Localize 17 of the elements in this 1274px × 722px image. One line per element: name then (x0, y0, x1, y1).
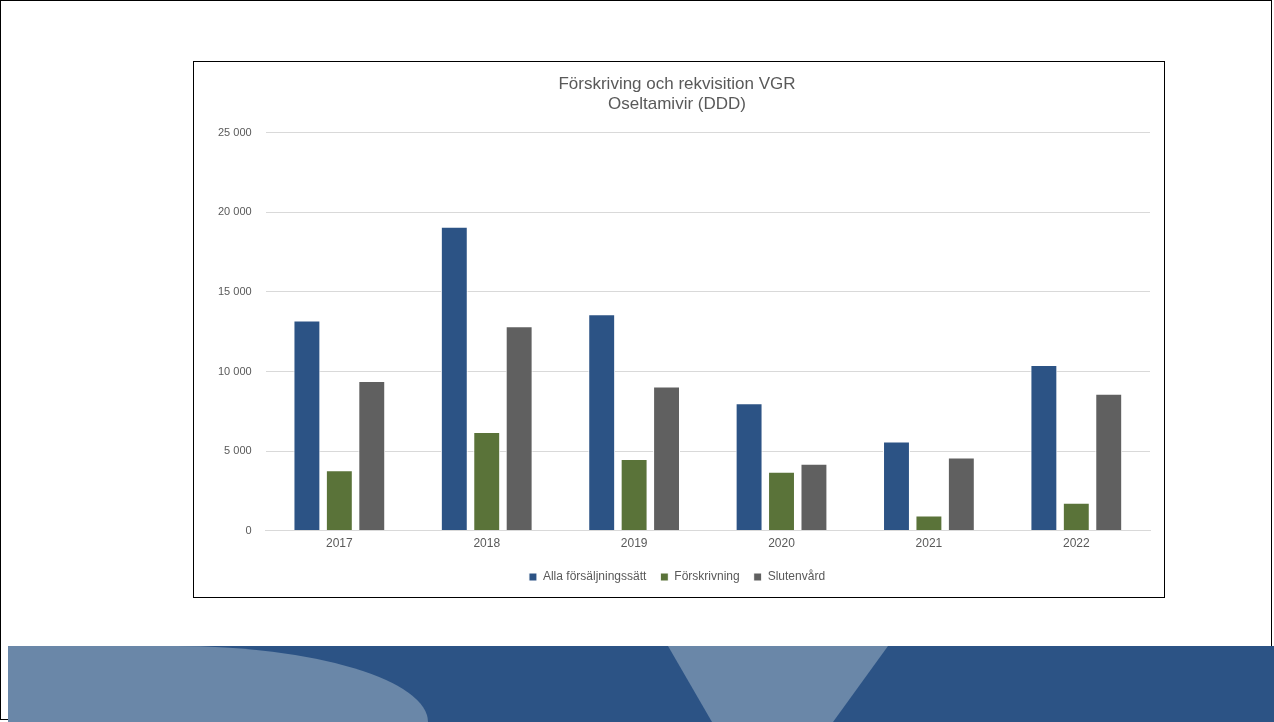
x-tick-label: 2020 (768, 536, 796, 551)
y-tick-label: 5 000 (224, 444, 252, 457)
y-tick-label: 25 000 (217, 125, 252, 138)
legend-label: Förskrivning (674, 569, 740, 584)
x-tick-label: 2019 (620, 536, 648, 551)
x-tick-label: 2018 (473, 536, 501, 551)
x-tick-label: 2022 (1062, 536, 1090, 551)
y-tick-label: 20 000 (217, 205, 252, 218)
y-tick-label: 15 000 (217, 284, 252, 297)
chart-title: Förskriving och rekvisition VGR (558, 73, 796, 93)
y-tick-label: 0 (245, 523, 252, 536)
legend-label: Alla försäljningssätt (542, 569, 647, 584)
x-tick-label: 2017 (325, 536, 354, 551)
chart-subtitle: Oseltamivir (DDD) (608, 94, 746, 114)
y-tick-label: 10 000 (217, 364, 252, 377)
x-tick-label: 2021 (915, 536, 943, 551)
legend-label: Slutenvård (767, 569, 826, 584)
